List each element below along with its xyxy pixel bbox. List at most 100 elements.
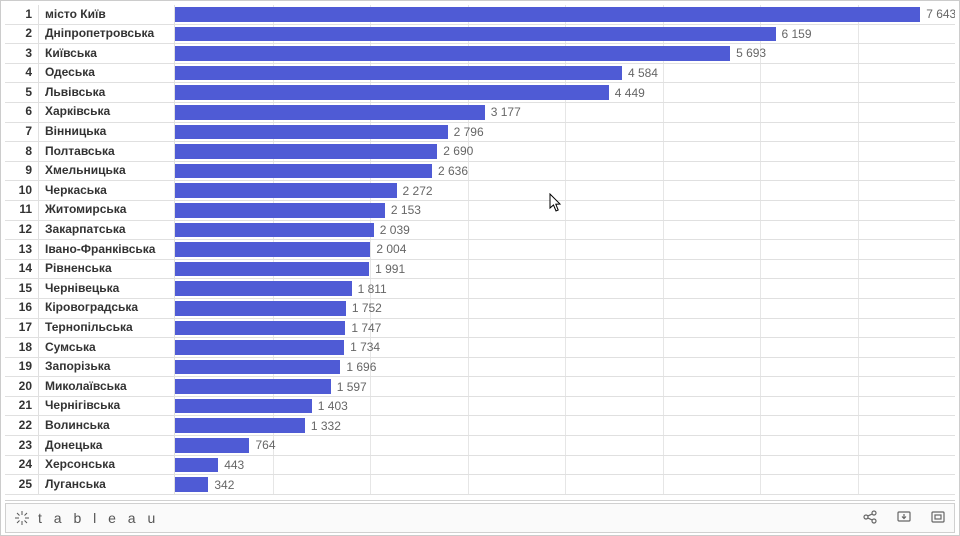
row-label: Харківська: [39, 102, 175, 122]
bar-value-label: 1 734: [350, 340, 380, 354]
table-row[interactable]: 1місто Київ7 643: [5, 5, 955, 25]
bar-value-label: 1 696: [346, 360, 376, 374]
row-label: місто Київ: [39, 5, 175, 24]
bar-cell: 1 403: [175, 397, 955, 416]
bar-value-label: 764: [255, 438, 275, 452]
row-rank: 25: [5, 475, 39, 495]
bar-cell: 1 747: [175, 319, 955, 338]
table-row[interactable]: 6Харківська3 177: [5, 103, 955, 123]
bar[interactable]: [175, 125, 448, 140]
row-label: Донецька: [39, 436, 175, 456]
bar[interactable]: [175, 399, 312, 414]
table-row[interactable]: 8Полтавська2 690: [5, 142, 955, 162]
bar-value-label: 5 693: [736, 46, 766, 60]
tableau-logo[interactable]: t a b l e a u: [14, 510, 159, 526]
table-row[interactable]: 15Чернівецька1 811: [5, 279, 955, 299]
bar[interactable]: [175, 66, 622, 81]
bar-cell: 2 004: [175, 240, 955, 259]
bar-value-label: 6 159: [782, 27, 812, 41]
table-row[interactable]: 21Чернігівська1 403: [5, 397, 955, 417]
table-row[interactable]: 14Рівненська1 991: [5, 260, 955, 280]
gridlines: [175, 436, 955, 455]
bar[interactable]: [175, 27, 776, 42]
bar-cell: 2 272: [175, 181, 955, 200]
bar-value-label: 2 636: [438, 164, 468, 178]
table-row[interactable]: 22Волинська1 332: [5, 416, 955, 436]
bar[interactable]: [175, 340, 344, 355]
row-rank: 20: [5, 377, 39, 397]
table-row[interactable]: 23Донецька 764: [5, 436, 955, 456]
row-rank: 5: [5, 83, 39, 103]
bar[interactable]: [175, 105, 485, 120]
bar[interactable]: [175, 281, 352, 296]
bar[interactable]: [175, 144, 437, 159]
table-row[interactable]: 3Київська5 693: [5, 44, 955, 64]
row-label: Черкаська: [39, 181, 175, 201]
bar[interactable]: [175, 7, 920, 22]
table-row[interactable]: 9Хмельницька2 636: [5, 162, 955, 182]
bar-cell: 5 693: [175, 44, 955, 63]
row-rank: 15: [5, 279, 39, 299]
bar[interactable]: [175, 164, 432, 179]
bar-cell: 1 752: [175, 299, 955, 318]
row-rank: 22: [5, 416, 39, 436]
bar-cell: 342: [175, 475, 955, 494]
row-rank: 1: [5, 5, 39, 24]
bar-value-label: 342: [214, 478, 234, 492]
table-row[interactable]: 4Одеська4 584: [5, 64, 955, 84]
table-row[interactable]: 2Дніпропетровська6 159: [5, 25, 955, 45]
fullscreen-icon[interactable]: [930, 509, 946, 528]
bar[interactable]: [175, 321, 345, 336]
bar-cell: 6 159: [175, 25, 955, 44]
row-rank: 23: [5, 436, 39, 456]
bar[interactable]: [175, 418, 305, 433]
table-row[interactable]: 11Житомирська2 153: [5, 201, 955, 221]
bar-cell: 1 696: [175, 358, 955, 377]
table-row[interactable]: 13Івано-Франківська2 004: [5, 240, 955, 260]
bar-cell: 1 991: [175, 260, 955, 279]
bar[interactable]: [175, 458, 218, 473]
bar[interactable]: [175, 203, 385, 218]
row-label: Полтавська: [39, 142, 175, 162]
row-rank: 6: [5, 102, 39, 122]
bar-cell: 2 153: [175, 201, 955, 220]
bar-chart[interactable]: 1місто Київ7 6432Дніпропетровська6 1593К…: [5, 5, 955, 501]
bar[interactable]: [175, 438, 249, 453]
table-row[interactable]: 24Херсонська443: [5, 456, 955, 476]
bar-cell: 4 584: [175, 64, 955, 83]
bar[interactable]: [175, 360, 340, 375]
bar[interactable]: [175, 477, 208, 492]
bar[interactable]: [175, 379, 331, 394]
table-row[interactable]: 5Львівська4 449: [5, 83, 955, 103]
bar[interactable]: [175, 242, 370, 257]
table-row[interactable]: 20Миколаївська1 597: [5, 377, 955, 397]
bar-value-label: 1 811: [358, 282, 387, 296]
share-icon[interactable]: [862, 509, 878, 528]
bar[interactable]: [175, 46, 730, 61]
bar[interactable]: [175, 223, 374, 238]
footer-actions: [862, 509, 946, 528]
row-label: Сумська: [39, 338, 175, 358]
bar-value-label: 2 004: [376, 242, 406, 256]
table-row[interactable]: 12Закарпатська2 039: [5, 221, 955, 241]
bar[interactable]: [175, 85, 609, 100]
row-rank: 2: [5, 24, 39, 44]
row-rank: 11: [5, 200, 39, 220]
table-row[interactable]: 7Вінницька2 796: [5, 123, 955, 143]
download-icon[interactable]: [896, 509, 912, 528]
row-label: Миколаївська: [39, 377, 175, 397]
bar[interactable]: [175, 183, 397, 198]
table-row[interactable]: 16Кіровоградська1 752: [5, 299, 955, 319]
bar[interactable]: [175, 262, 369, 277]
table-row[interactable]: 18Сумська1 734: [5, 338, 955, 358]
row-label: Житомирська: [39, 200, 175, 220]
row-rank: 16: [5, 298, 39, 318]
bar-cell: 443: [175, 456, 955, 475]
bar[interactable]: [175, 301, 346, 316]
bar-cell: 764: [175, 436, 955, 455]
table-row[interactable]: 10Черкаська2 272: [5, 181, 955, 201]
table-row[interactable]: 17Тернопільська1 747: [5, 319, 955, 339]
table-row[interactable]: 19Запорізька1 696: [5, 358, 955, 378]
row-label: Херсонська: [39, 455, 175, 475]
table-row[interactable]: 25Луганська342: [5, 475, 955, 495]
